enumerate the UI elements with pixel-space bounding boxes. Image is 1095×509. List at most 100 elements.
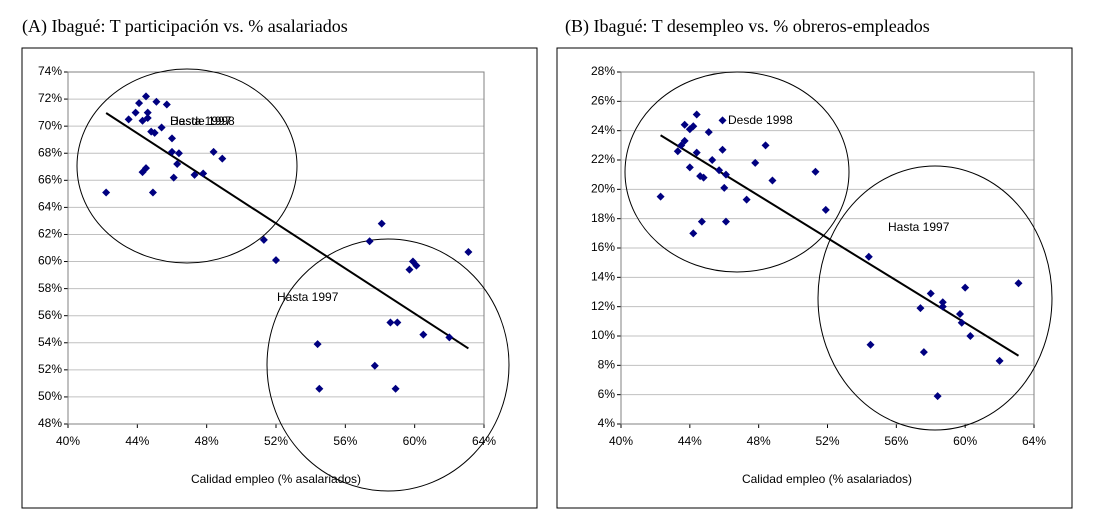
group-circle [76, 68, 298, 264]
y-tick-label: 18% [591, 211, 615, 225]
point [148, 188, 157, 197]
y-tick-label: 10% [591, 328, 615, 342]
point [933, 392, 942, 401]
y-tick-label: 68% [38, 145, 62, 159]
point [405, 265, 414, 274]
y-tick-label: 22% [591, 152, 615, 166]
x-axis-label: Calidad empleo (% asalariados) [191, 472, 361, 486]
y-tick-label: 14% [591, 270, 615, 284]
x-tick-label: 60% [953, 434, 977, 448]
x-tick-label: 44% [125, 434, 149, 448]
point [656, 192, 665, 201]
point [697, 217, 706, 226]
y-tick-label: 28% [591, 64, 615, 78]
point [956, 310, 965, 318]
point [142, 92, 150, 101]
point [680, 136, 689, 145]
annotation: Desde 1998 [728, 113, 793, 127]
point [272, 256, 280, 265]
y-tick-label: 56% [38, 308, 62, 322]
point [704, 128, 713, 137]
point [313, 340, 322, 349]
point [143, 114, 152, 123]
x-axis-label: Calidad empleo (% asalariados) [742, 472, 912, 486]
y-tick-label: 60% [38, 254, 62, 268]
point [124, 115, 133, 124]
point [218, 154, 227, 163]
y-tick-label: 62% [38, 227, 62, 241]
x-tick-label: 48% [747, 434, 771, 448]
point [157, 123, 166, 132]
plot-area [620, 71, 1035, 425]
x-tick-label: 40% [609, 434, 633, 448]
point [150, 128, 159, 137]
point [143, 108, 152, 117]
point [715, 166, 724, 175]
y-tick-label: 72% [38, 91, 62, 105]
point [386, 318, 395, 327]
point [142, 164, 150, 173]
point [464, 248, 473, 257]
point [926, 289, 935, 298]
y-tick-label: 6% [598, 387, 616, 401]
point [718, 116, 727, 125]
y-tick-label: 16% [591, 240, 615, 254]
point [995, 356, 1004, 365]
point [168, 134, 176, 143]
group-circle [624, 71, 850, 273]
point [919, 348, 928, 357]
point [699, 173, 708, 182]
point [708, 156, 717, 164]
point [721, 170, 730, 179]
annotation: Hasta 1997 [277, 290, 339, 304]
annotation: Hasta 1997 [170, 114, 232, 128]
point [190, 170, 199, 179]
point [916, 304, 925, 313]
y-tick-label: 4% [598, 416, 616, 430]
point [370, 361, 379, 370]
point [961, 283, 970, 292]
point [768, 176, 777, 185]
point [742, 195, 751, 204]
y-tick-label: 20% [591, 182, 615, 196]
point [761, 141, 770, 150]
point [721, 217, 730, 226]
point [680, 120, 689, 129]
chart-title: (A) Ibagué: T participación vs. % asalar… [22, 16, 348, 37]
point [718, 145, 727, 154]
point [864, 252, 873, 261]
point [673, 147, 682, 156]
x-tick-label: 64% [1022, 434, 1046, 448]
point [685, 163, 694, 172]
point [1014, 279, 1023, 288]
point [866, 340, 875, 349]
point [957, 318, 966, 327]
y-tick-label: 58% [38, 281, 62, 295]
point [315, 384, 324, 393]
plot-area [67, 71, 485, 425]
point [162, 100, 171, 109]
point [131, 108, 140, 117]
x-tick-label: 52% [815, 434, 839, 448]
point [720, 183, 729, 192]
y-tick-label: 66% [38, 172, 62, 186]
x-tick-label: 40% [56, 434, 80, 448]
point [689, 122, 698, 131]
point [152, 97, 161, 106]
point [199, 169, 208, 178]
x-tick-label: 48% [195, 434, 219, 448]
y-tick-label: 52% [38, 362, 62, 376]
x-tick-label: 56% [333, 434, 357, 448]
y-tick-label: 8% [598, 358, 616, 372]
point [173, 160, 182, 169]
point [135, 99, 144, 108]
y-tick-label: 70% [38, 118, 62, 132]
annotation: Hasta 1997 [888, 220, 950, 234]
y-tick-label: 48% [38, 416, 62, 430]
y-tick-label: 74% [38, 64, 62, 78]
group-circle [817, 165, 1053, 431]
point [692, 110, 701, 119]
point [419, 330, 428, 339]
